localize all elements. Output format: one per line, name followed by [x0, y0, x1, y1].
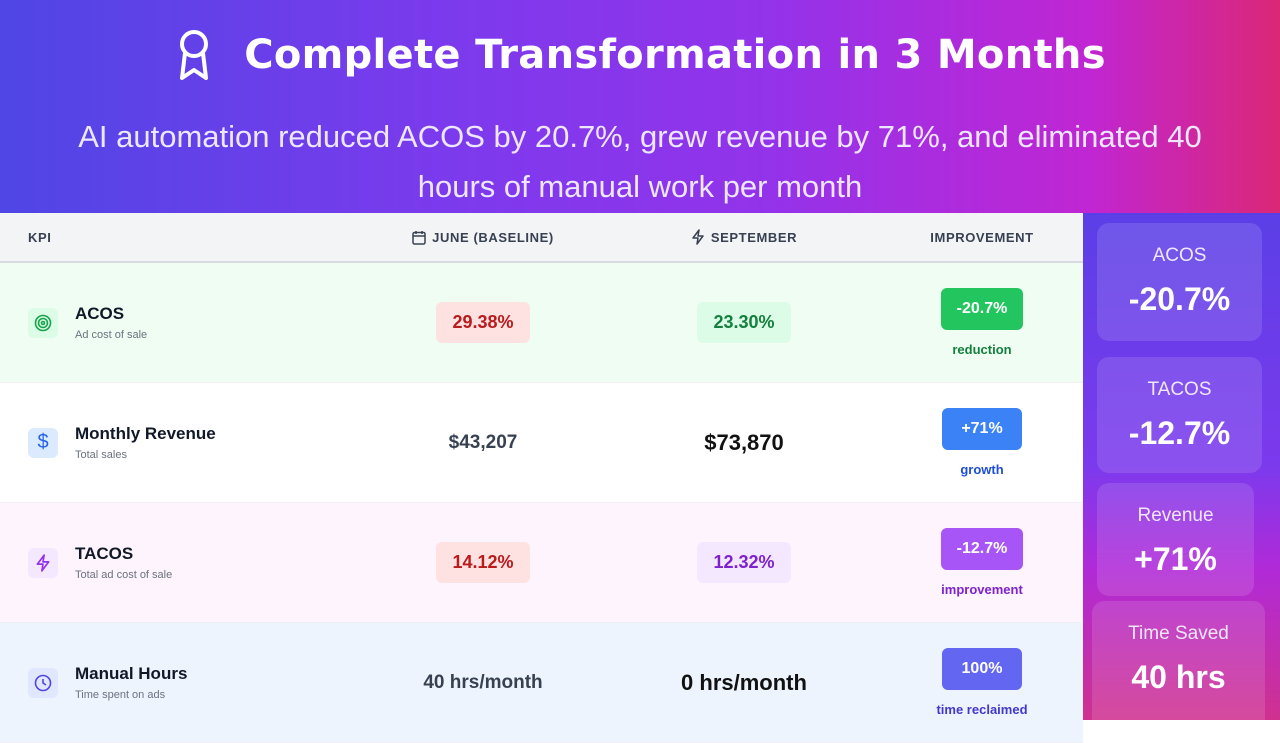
september-value: 23.30% [697, 302, 791, 343]
september-value: 0 hrs/month [681, 669, 807, 695]
summary-panel: ACOS -20.7% TACOS -12.7% Revenue +71% Time … [1083, 213, 1280, 731]
calendar-icon [412, 230, 426, 245]
award-ribbon-icon [180, 30, 209, 80]
improvement-badge: -20.7% [940, 288, 1024, 330]
kpi-cell: ACOS Ad cost of sale [0, 304, 380, 341]
kpi-name: Manual Hours [75, 664, 188, 683]
summary-card-revenue: Revenue +71% [1097, 483, 1254, 596]
improvement-label: time reclaimed [936, 702, 1028, 717]
kpi-description: Ad cost of sale [75, 329, 148, 341]
summary-card-time-saved: Time Saved 40 hrs [1092, 601, 1265, 731]
kpi-table: KPI JUNE (BASELINE) SEPTEMBER IMPROVEMEN… [0, 213, 1083, 743]
summary-label: TACOS [1147, 379, 1212, 400]
hero-header: Complete Transformation in 3 Months AI a… [0, 0, 1280, 213]
improvement-badge: -12.7% [940, 528, 1024, 570]
kpi-description: Total ad cost of sale [75, 569, 173, 581]
summary-card-acos: ACOS -20.7% [1097, 223, 1262, 341]
kpi-cell: Manual Hours Time spent on ads [0, 664, 380, 701]
improvement-label: growth [960, 462, 1004, 477]
summary-label: Revenue [1137, 505, 1214, 526]
kpi-cell: $ Monthly Revenue Total sales [0, 424, 380, 461]
page-subtitle: AI automation reduced ACOS by 20.7%, gre… [78, 119, 1202, 204]
june-value: 14.12% [436, 542, 530, 583]
june-value: 40 hrs/month [423, 671, 543, 693]
clock-icon [28, 667, 58, 698]
summary-value: 40 hrs [1131, 659, 1226, 695]
summary-value: -12.7% [1128, 415, 1231, 451]
page-title: Complete Transformation in 3 Months [244, 32, 1106, 78]
table-row-tacos: TACOS Total ad cost of sale 14.12% 12.32%… [0, 503, 1083, 623]
table-row-acos: ACOS Ad cost of sale 29.38% 23.30% -20.7%… [0, 263, 1083, 383]
column-header-september: SEPTEMBER [586, 229, 902, 245]
table-row-manual-hours: Manual Hours Time spent on ads 40 hrs/mon… [0, 623, 1083, 743]
kpi-description: Time spent on ads [75, 689, 166, 701]
column-header-improvement: IMPROVEMENT [930, 229, 1034, 245]
column-header-june-label: JUNE (BASELINE) [432, 229, 554, 245]
summary-label: ACOS [1152, 245, 1207, 266]
improvement-label: reduction [952, 342, 1012, 357]
title-row: Complete Transformation in 3 Months [0, 28, 1280, 82]
table-header: KPI JUNE (BASELINE) SEPTEMBER IMPROVEMEN… [0, 213, 1083, 263]
summary-value: -20.7% [1128, 281, 1231, 317]
improvement-badge: 100% [942, 648, 1022, 690]
kpi-name: ACOS [75, 304, 125, 323]
kpi-name: TACOS [75, 544, 134, 563]
column-header-june: JUNE (BASELINE) [380, 230, 586, 245]
lightning-icon [28, 547, 58, 578]
dollar-icon: $ [28, 427, 58, 458]
june-value: $43,207 [448, 431, 518, 453]
september-value: 12.32% [697, 542, 791, 583]
summary-label: Time Saved [1128, 623, 1229, 644]
september-value: $73,870 [704, 429, 784, 455]
kpi-cell: TACOS Total ad cost of sale [0, 544, 380, 581]
lightning-icon [692, 229, 704, 245]
summary-value: +71% [1134, 541, 1217, 577]
june-value: 29.38% [436, 302, 530, 343]
improvement-label: improvement [941, 582, 1023, 597]
table-row-revenue: $ Monthly Revenue Total sales $43,207 $73… [0, 383, 1083, 503]
column-header-september-label: SEPTEMBER [710, 229, 798, 245]
kpi-name: Monthly Revenue [75, 424, 216, 443]
target-icon [28, 307, 58, 338]
improvement-badge: +71% [942, 408, 1022, 450]
summary-card-tacos: TACOS -12.7% [1097, 357, 1262, 473]
kpi-description: Total sales [75, 449, 127, 461]
column-header-kpi: KPI [28, 229, 52, 245]
